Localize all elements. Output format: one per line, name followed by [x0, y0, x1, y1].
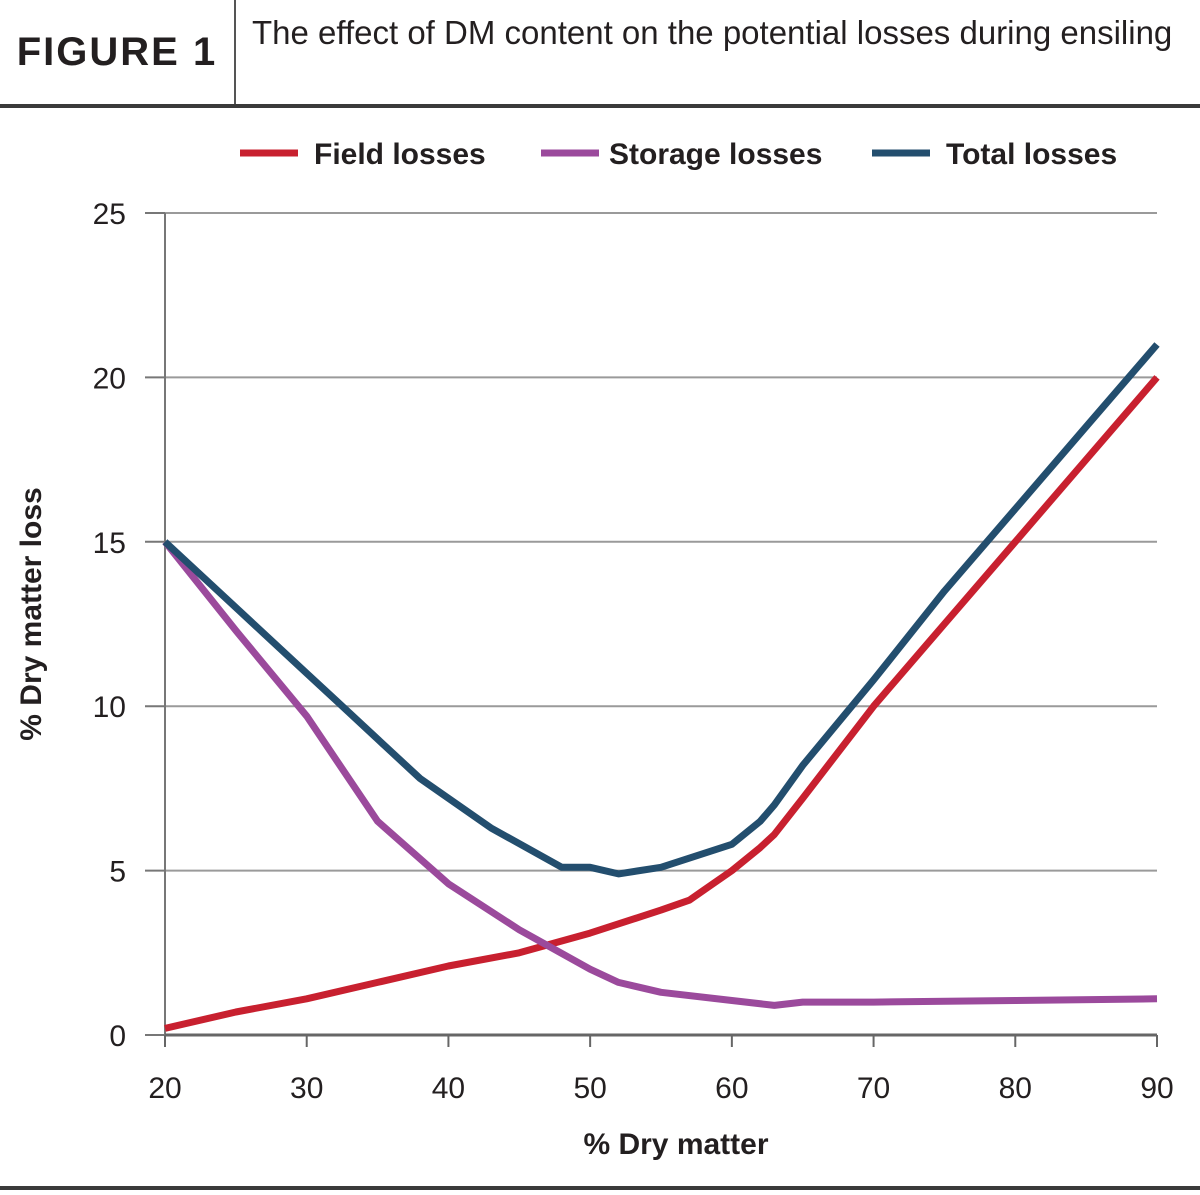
- y-tick-label-0: 0: [109, 1020, 126, 1053]
- y-tick-label-5: 5: [109, 856, 126, 889]
- line-chart: Field losses Storage losses Total losses 0…: [15, 138, 1174, 1161]
- y-axis-title: % Dry matter loss: [15, 487, 48, 740]
- y-tick-label-25: 25: [93, 198, 126, 231]
- x-tick-label-30: 30: [290, 1072, 323, 1105]
- figure-label: FIGURE 1: [0, 0, 236, 104]
- bottom-rule: [0, 1186, 1200, 1190]
- y-tick-labels: 0 5 10 15 20 25: [93, 198, 126, 1053]
- series-lines: [162, 342, 1160, 1032]
- y-tick-label-20: 20: [93, 362, 126, 395]
- x-tick-label-90: 90: [1140, 1072, 1173, 1105]
- y-tick-label-15: 15: [93, 527, 126, 560]
- x-tick-label-20: 20: [148, 1072, 181, 1105]
- y-tick-label-10: 10: [93, 691, 126, 724]
- figure-header: FIGURE 1 The effect of DM content on the…: [0, 0, 1200, 108]
- legend-label-field-losses: Field losses: [314, 138, 486, 171]
- figure-title: The effect of DM content on the potentia…: [252, 14, 1173, 51]
- legend: Field losses Storage losses Total losses: [240, 138, 1117, 171]
- x-tick-label-80: 80: [999, 1072, 1032, 1105]
- x-tick-label-40: 40: [432, 1072, 465, 1105]
- x-axis-title: % Dry matter: [583, 1128, 768, 1161]
- x-tick-label-50: 50: [573, 1072, 606, 1105]
- axes: [164, 213, 1158, 1047]
- legend-label-storage-losses: Storage losses: [609, 138, 822, 171]
- legend-label-total-losses: Total losses: [946, 138, 1117, 171]
- x-tick-label-70: 70: [857, 1072, 890, 1105]
- x-tick-labels: 20 30 40 50 60 70 80 90: [148, 1072, 1173, 1105]
- x-tick-label-60: 60: [715, 1072, 748, 1105]
- series-line-total-losses: [162, 342, 1160, 878]
- series-line-field-losses: [164, 375, 1160, 1032]
- series-line-storage-losses: [162, 539, 1158, 1009]
